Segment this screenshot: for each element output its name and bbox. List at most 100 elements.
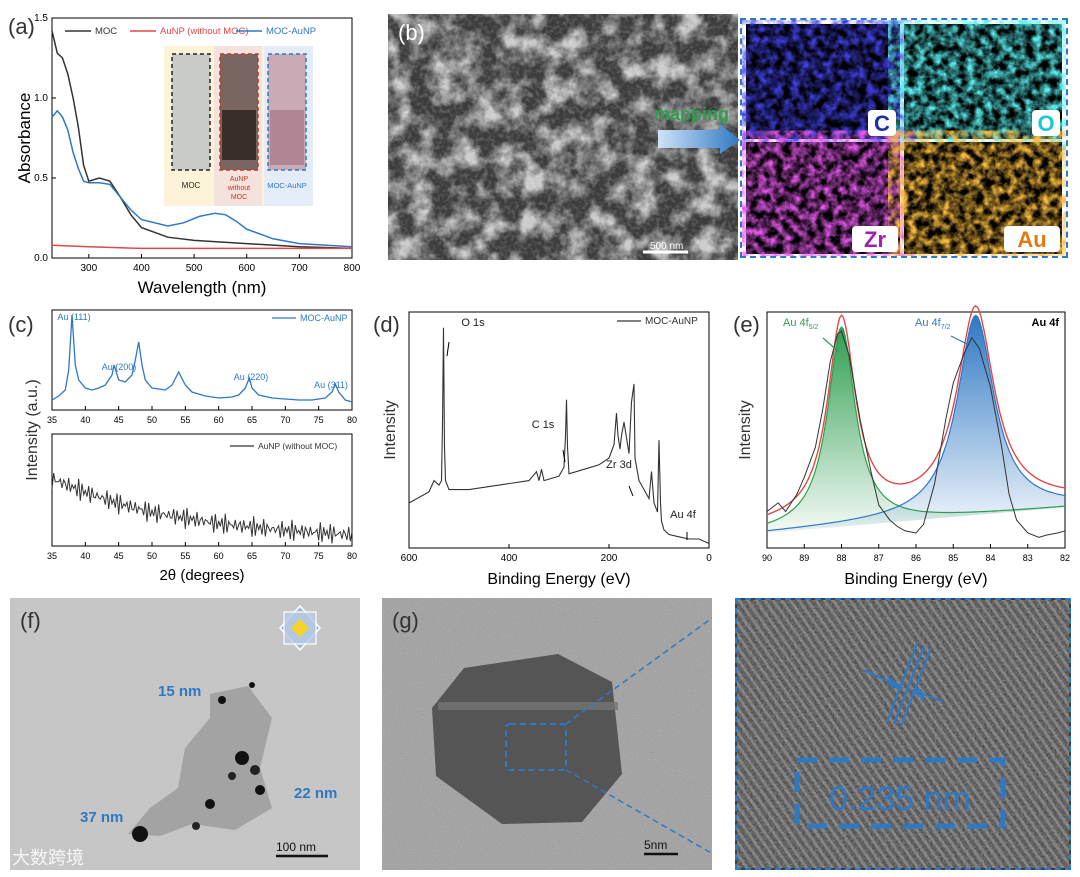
mapping-label: mapping [654,104,729,124]
peak-label: Au (200) [102,362,137,372]
x-tick-label: 85 [948,553,958,563]
octahedron-icon [278,604,322,652]
series-line-aunp [51,473,353,544]
panel-letter-g: (g) [392,608,419,633]
map-label-au: Au [1017,227,1046,252]
map-label-zr: Zr [864,227,886,252]
size-label-22: 22 nm [294,785,337,802]
map-label-c: C [874,111,890,136]
nanocrystal [432,654,622,824]
cuvette-aunp-liquid [222,110,256,160]
lattice-spacing-marker [862,643,944,727]
x-tick-label: 88 [836,553,846,563]
x-tick-label: 75 [314,551,324,561]
plot-frame [51,17,353,259]
x-tick-label: 40 [80,415,90,425]
inset-label-moc-aunp: MOC-AuNP [267,181,307,190]
peak-label: O 1s [461,317,485,329]
x-tick-label: 75 [314,415,324,425]
series-line-2 [51,109,353,248]
chart-axes-e: 90 89 88 87 86 85 84 83 82 Binding Energy (eV) Int… [737,311,1070,588]
x-tick-label: 80 [347,551,357,561]
x-tick-label: 35 [47,551,57,561]
size-label-37: 37 nm [80,809,123,826]
plot-frame [408,311,710,549]
x-tick-label: 90 [762,553,772,563]
legend-label: MOC-AuNP [300,313,348,323]
y-axis-label: Intensity (a.u.) [24,379,41,480]
x-axis-label: Binding Energy (eV) [844,571,987,588]
fit-line-4f52 [766,326,1066,524]
chart-plot-a [51,30,353,250]
hrtem-inset: 0.235 nm [735,598,1071,870]
x-tick-label: 300 [80,263,97,274]
x-tick-label: 55 [180,415,190,425]
x-axis-label: Binding Energy (eV) [487,571,630,588]
panel-e: (e) 90 89 88 87 86 85 84 83 82 Binding Energy (eV… [733,305,1070,588]
eds-maps: C O Zr Au [746,24,1062,254]
x-tick-label: 50 [147,551,157,561]
envelope-line [766,305,1066,516]
inset-label-moc: MOC [182,181,201,190]
panel-letter-b: (b) [398,20,425,45]
panel-letter-e: (e) [733,312,760,337]
zoom-region [505,723,567,771]
y-tick-label: 1.0 [34,93,48,104]
y-axis-label: Absorbance [15,93,34,184]
peak-label: Au 4f [670,509,697,521]
x-tick-label: 83 [1023,553,1033,563]
inset-cuvettes: MOC AuNP without MOC MOC-AuNP [164,46,313,206]
x-tick-label: 70 [280,415,290,425]
panel-f: (f) 15 nm 22 nm 37 nm 100 nm 大数跨境 [10,598,360,870]
chart-plot-e: Au 4f Au 4f5/2 Au 4f7/2 [766,305,1066,538]
hrtem-lattice: 0.235 nm [737,600,1069,868]
chart-legend-a: MOC AuNP (without MOC) MOC-AuNP [65,26,316,37]
inset-label-aunp: AuNP without MOC [227,176,250,201]
plot-frame [51,309,353,411]
panel-letter-f: (f) [20,608,41,633]
x-tick-label: 82 [1060,553,1070,563]
series-line-0 [51,30,353,250]
x-tick-label: 65 [247,551,257,561]
x-tick-label: 35 [47,415,57,425]
x-axis-label: Wavelength (nm) [138,278,267,297]
x-tick-label: 86 [911,553,921,563]
chart-axes-a: 300 400 500 600 700 800 0.0 0.5 1.0 1.5 Wavelength… [15,13,361,297]
raw-data-line [766,330,1066,538]
peak-label: Au (220) [234,372,269,382]
x-tick-label: 45 [114,551,124,561]
peak-label: Zr 3d [606,459,632,471]
x-tick-label: 600 [401,553,418,564]
series-line-moc-aunp [408,327,710,545]
mapping-arrow: mapping [654,104,740,154]
legend-label: MOC-AuNP [266,26,316,37]
spacing-label: 0.235 nm [829,780,971,818]
y-axis-label: Intensity [737,400,754,460]
x-tick-label: 400 [501,553,518,564]
x-tick-label: 70 [280,551,290,561]
tem-image-g: (g) 5nm [382,598,735,870]
scale-label-g: 5nm [644,838,667,852]
legend-label: MOC-AuNP [645,316,698,327]
y-axis-label: Intensity [382,400,399,460]
peak-label: Au (111) [57,312,90,322]
eds-map-frame: C O Zr Au [740,18,1068,258]
cuvette-moc-aunp-liquid [270,110,304,165]
x-tick-label: 60 [214,415,224,425]
plot-frame [51,433,353,547]
scale-label-b: 500 nm [650,241,683,252]
panel-c: (c) 35 40 45 50 55 60 65 70 75 80 35 40 45 50 55 60 65 70… [8,309,357,584]
x-tick-label: 200 [601,553,618,564]
x-tick-label: 60 [214,551,224,561]
legend-label: AuNP (without MOC) [160,26,249,37]
tem-image-f: (f) 15 nm 22 nm 37 nm 100 nm 大数跨境 [10,598,360,870]
legend-label: AuNP (without MOC) [258,441,337,451]
scale-label-f: 100 nm [276,840,316,854]
y-tick-label: 0.5 [34,173,48,184]
series-line-moc-aunp [51,314,353,403]
watermark: 大数跨境 [12,848,84,868]
peak-label: Au 4f5/2 [783,317,819,331]
x-tick-label: 65 [247,415,257,425]
chart-axes-c: 35 40 45 50 55 60 65 70 75 80 35 40 45 50 55 60 65 70 75 80… [24,309,357,584]
fit-line-4f72 [766,314,1066,532]
